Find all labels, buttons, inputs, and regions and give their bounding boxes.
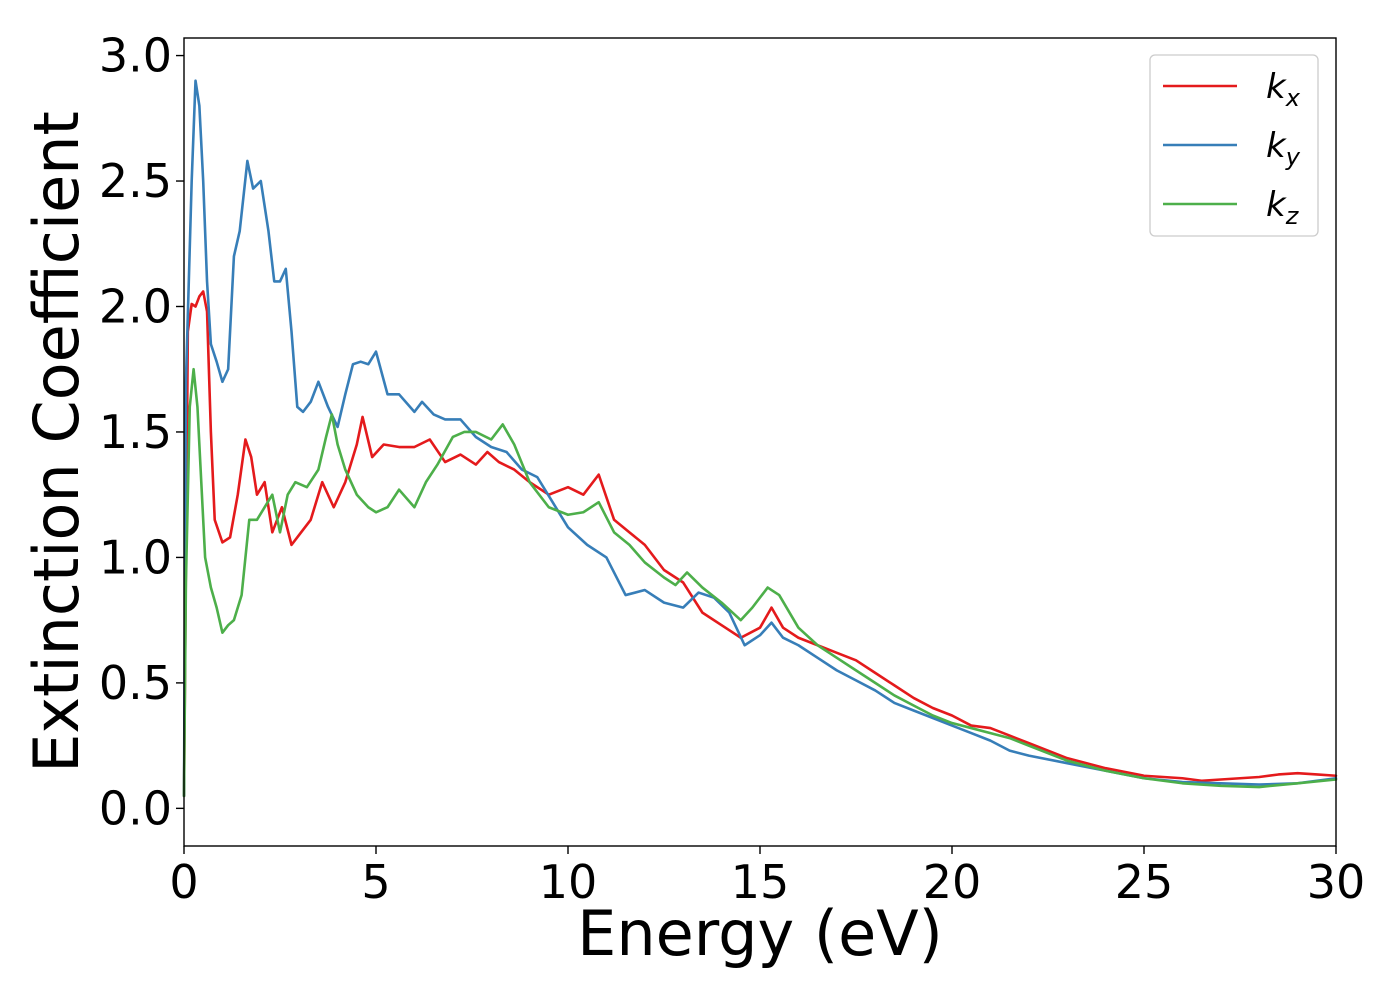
x-tick-label: 15 bbox=[731, 855, 790, 909]
axis-ticks: 0 5 10 15 20 25 30 0.0 0.5 1.0 1.5 2.0 2.5 3.0 bbox=[99, 29, 1365, 909]
y-tick-label: 3.0 bbox=[99, 29, 172, 83]
legend-label-ky: ky bbox=[1266, 126, 1301, 171]
legend-label-main: k bbox=[1266, 185, 1287, 225]
legend-label-sub: x bbox=[1285, 84, 1301, 112]
y-tick-label: 1.0 bbox=[99, 530, 172, 584]
x-axis-label: Energy (eV) bbox=[577, 897, 943, 970]
legend-label-kx: kx bbox=[1266, 67, 1301, 112]
y-tick-label: 0.0 bbox=[99, 781, 172, 835]
x-tick-label: 30 bbox=[1307, 855, 1366, 909]
y-tick-label: 2.5 bbox=[99, 154, 172, 208]
series-line-ky bbox=[182, 79, 1338, 798]
x-tick-label: 20 bbox=[923, 855, 982, 909]
series-line-kz bbox=[182, 367, 1338, 798]
series-line-kx bbox=[182, 290, 1338, 798]
y-tick-label: 2.0 bbox=[99, 279, 172, 333]
series-lines bbox=[182, 79, 1338, 798]
legend-label-kz: kz bbox=[1266, 185, 1300, 230]
legend-label-sub: y bbox=[1285, 143, 1301, 171]
x-tick-label: 10 bbox=[539, 855, 598, 909]
y-tick-label: 1.5 bbox=[99, 405, 172, 459]
plot-frame bbox=[183, 37, 1337, 847]
x-tick-label: 5 bbox=[361, 855, 390, 909]
x-tick-label: 25 bbox=[1115, 855, 1174, 909]
y-axis-label: Extinction Coefficient bbox=[20, 111, 93, 773]
legend-label-main: k bbox=[1266, 126, 1287, 166]
legend-label-sub: z bbox=[1285, 202, 1300, 230]
legend-label-main: k bbox=[1266, 67, 1287, 107]
x-tick-label: 0 bbox=[169, 855, 198, 909]
y-tick-label: 0.5 bbox=[99, 656, 172, 710]
